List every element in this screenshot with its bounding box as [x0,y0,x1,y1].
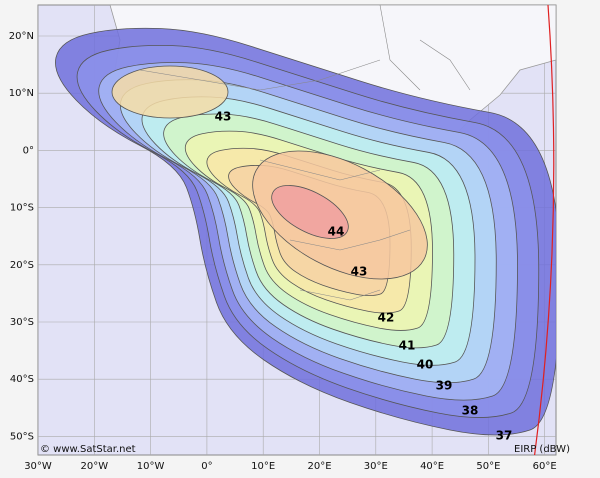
lon-label: 0° [201,461,212,472]
footprint [55,27,556,436]
lat-label: 10°N [9,88,34,99]
legend-label: EIRP (dBW) [514,444,570,455]
lat-label: 50°S [10,431,34,442]
land-borders [139,5,471,301]
lon-label: 40°E [420,461,444,472]
lon-label: 50°E [476,461,500,472]
lon-label: 30°W [24,461,52,472]
contour-label: 41 [399,339,416,353]
lon-label: 10°W [137,461,165,472]
lat-label: 10°S [10,203,34,214]
contour-label: 38 [462,404,479,418]
contour-label: 42 [378,311,395,325]
contour-label: 37 [496,429,513,443]
contour-label: 43 [215,110,232,124]
earth-edge [533,5,555,455]
labels: 30°W 20°W 10°W 0° 10°E 20°E 30°E 40°E 50°E 60°E 20… [9,31,557,472]
lon-label: 20°E [307,461,331,472]
contour-label: 39 [436,379,453,393]
map-body [38,5,556,455]
lat-label: 40°S [10,374,34,385]
lat-label: 20°S [10,260,34,271]
contour-label: 44 [328,225,345,239]
lon-label: 30°E [364,461,388,472]
eirp-level [271,185,349,239]
lon-label: 20°W [80,461,108,472]
contour-label: 40 [417,358,434,372]
lat-label: 30°S [10,317,34,328]
lat-label: 20°N [9,31,34,42]
eirp-level [111,65,229,119]
lat-label: 0° [23,145,34,156]
credit: © www.SatStar.net [40,444,136,455]
lon-label: 60°E [533,461,557,472]
lon-label: 10°E [251,461,275,472]
contour-label: 43 [351,265,368,279]
